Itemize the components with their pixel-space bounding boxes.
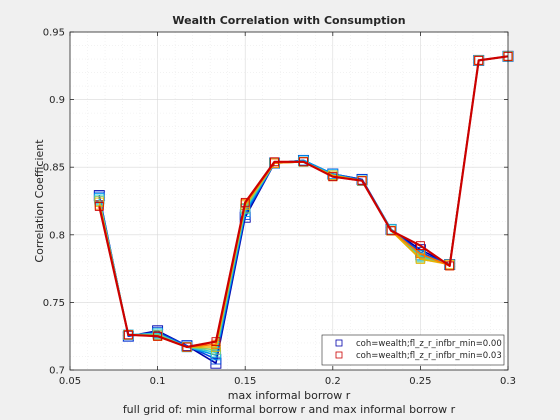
data-point: [153, 331, 163, 341]
series-7: [94, 51, 513, 352]
axes-box: [69, 31, 509, 371]
y-tick-label: 0.9: [49, 95, 65, 106]
data-point: [474, 55, 484, 65]
data-point: [328, 172, 338, 182]
data-point: [357, 176, 367, 186]
data-point: [94, 202, 104, 211]
x-tick-label: 0.3: [500, 376, 516, 387]
legend-marker-min-0.03: [335, 351, 343, 359]
data-point: [240, 197, 250, 207]
legend-label-min-0.00: coh=wealth;fl_z_r_infbr_min=0.00: [356, 339, 502, 349]
data-point: [445, 261, 455, 271]
ticks: 0.05 0.1 0.15 0.2 0.25 0.3 0.7 0.75 0.8 0.85 0.9 0.…: [43, 28, 516, 388]
data-point: [299, 157, 308, 167]
data-point: [386, 226, 396, 236]
y-tick-label: 0.8: [49, 230, 65, 241]
data-point: [415, 254, 426, 264]
x-tick-label: 0.15: [234, 376, 256, 387]
series-line: [98, 55, 509, 349]
chart-title: Wealth Correlation with Consumption: [172, 14, 405, 27]
y-tick-label: 0.95: [43, 28, 65, 39]
y-tick-label: 0.75: [43, 298, 65, 309]
x-axis-sublabel: full grid of: min informal borrow r and …: [123, 403, 456, 416]
legend-box: [321, 334, 505, 366]
legend: coh=wealth;fl_z_r_infbr_min=0.00 coh=wea…: [321, 334, 505, 366]
data-point: [270, 157, 279, 167]
legend-marker-min-0.00: [335, 339, 343, 347]
y-tick-label: 0.85: [43, 163, 65, 174]
x-tick-label: 0.1: [150, 376, 166, 387]
data-point: [211, 337, 221, 347]
data-point: [123, 330, 133, 340]
x-tick-label: 0.05: [59, 376, 81, 387]
series-layer: [93, 50, 514, 369]
y-axis-label: Correlation Coefficient: [33, 139, 46, 263]
y-tick-label: 0.7: [49, 366, 65, 377]
data-point: [182, 342, 192, 352]
legend-label-min-0.03: coh=wealth;fl_z_r_infbr_min=0.03: [356, 351, 502, 361]
x-axis-label: max informal borrow r: [228, 389, 351, 402]
data-point: [416, 241, 425, 251]
x-tick-label: 0.25: [409, 376, 431, 387]
x-tick-label: 0.2: [325, 376, 341, 387]
axes-background: [70, 32, 508, 370]
